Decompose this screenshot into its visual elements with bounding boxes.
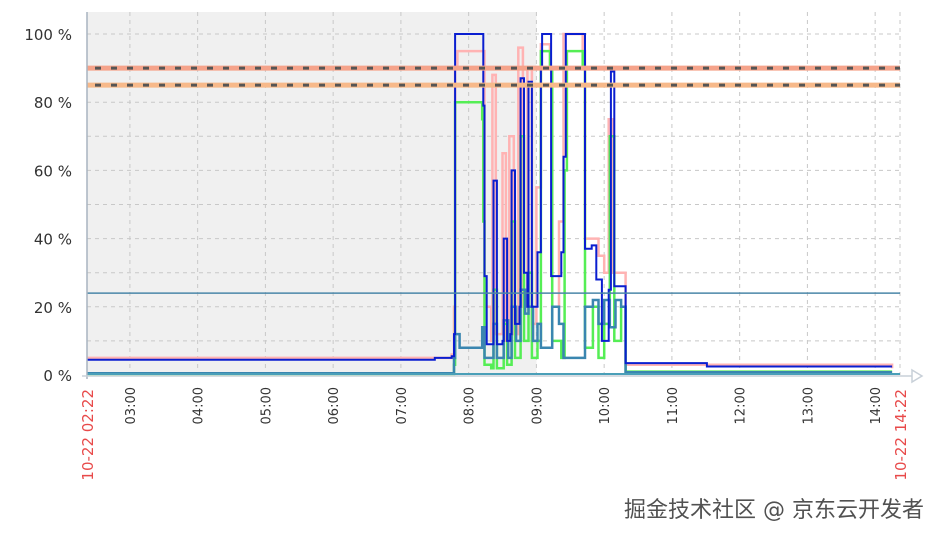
x-axis-arrow-icon [911, 368, 924, 384]
x-tick-label: 09:00 [530, 387, 545, 424]
x-tick-label: 12:00 [734, 387, 749, 424]
series-line-1 [87, 49, 893, 376]
x-start-label: 10-22 02:22 [79, 389, 97, 481]
x-tick-label: 03:00 [124, 387, 139, 424]
y-tick-label: 60 % [34, 162, 72, 180]
shaded-region [87, 12, 537, 375]
y-tick-label: 40 % [34, 231, 72, 249]
y-tick-label: 0 % [43, 367, 72, 385]
x-tick-label: 08:00 [463, 387, 478, 424]
x-tick-label: 13:00 [801, 387, 816, 424]
x-tick-label: 05:00 [259, 387, 274, 424]
x-tick-label: 14:00 [869, 387, 884, 424]
x-tick-label: 10:00 [598, 387, 613, 424]
x-end-label: 10-22 14:22 [892, 389, 910, 481]
series-line-3 [87, 33, 893, 368]
x-tick-label: 04:00 [192, 387, 207, 424]
y-tick-label: 100 % [24, 26, 72, 44]
y-tick-label: 80 % [34, 94, 72, 112]
x-tick-label: 07:00 [395, 387, 410, 424]
y-tick-label: 20 % [34, 299, 72, 317]
x-tick-label: 06:00 [327, 387, 342, 424]
x-tick-label: 11:00 [666, 387, 681, 424]
watermark: 掘金技术社区 @ 京东云开发者 [624, 498, 924, 523]
